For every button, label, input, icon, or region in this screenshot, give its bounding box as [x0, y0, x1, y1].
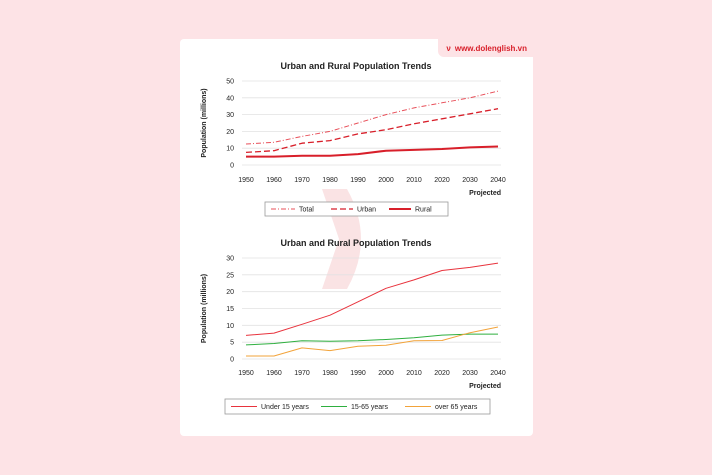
legend-label: 15-65 years	[351, 404, 388, 411]
legend-label: Rural	[415, 207, 432, 214]
chart-title: Urban and Rural Population Trends	[280, 61, 431, 71]
brand-url: www.dolenglish.vn	[454, 43, 527, 53]
x-axis-label: Projected	[469, 383, 501, 390]
chart-urban-rural: Urban and Rural Population Trends0102030…	[201, 61, 506, 217]
x-tick-label: 2030	[462, 177, 478, 184]
x-tick-label: 2010	[406, 370, 422, 377]
legend-label: Urban	[357, 207, 376, 214]
x-tick-label: 2040	[490, 370, 506, 377]
brand-mark: ν	[446, 43, 451, 53]
brand-tag[interactable]: ν www.dolenglish.vn	[438, 39, 533, 57]
legend-box	[224, 398, 491, 415]
x-tick-label: 1970	[294, 370, 310, 377]
legend-label: over 65 years	[435, 404, 478, 411]
x-tick-label: 1980	[322, 177, 338, 184]
y-tick-label: 10	[226, 323, 234, 330]
legend-label: Under 15 years	[261, 404, 309, 411]
series-line-over-65-years	[246, 326, 499, 357]
y-tick-label: 30	[226, 112, 234, 119]
y-tick-label: 30	[226, 256, 234, 263]
x-tick-label: 2010	[406, 177, 422, 184]
x-tick-label: 1960	[266, 370, 282, 377]
legend-box	[264, 201, 449, 217]
y-tick-label: 25	[226, 272, 234, 279]
y-tick-label: 40	[226, 95, 234, 102]
x-tick-label: 1980	[322, 370, 338, 377]
y-tick-label: 20	[226, 289, 234, 296]
x-tick-label: 2020	[434, 370, 450, 377]
series-line-rural	[246, 145, 499, 158]
x-tick-label: 1950	[238, 177, 254, 184]
x-tick-label: 1970	[294, 177, 310, 184]
y-tick-label: 15	[226, 306, 234, 313]
chart-title: Urban and Rural Population Trends	[280, 238, 431, 248]
y-axis-label: Population (millions)	[201, 274, 208, 343]
y-tick-label: 10	[226, 146, 234, 153]
y-tick-label: 5	[230, 340, 234, 347]
y-tick-label: 0	[230, 163, 234, 170]
x-tick-label: 1990	[350, 370, 366, 377]
x-tick-label: 2020	[434, 177, 450, 184]
x-axis-label: Projected	[469, 190, 501, 197]
y-axis-label: Population (millions)	[201, 88, 208, 157]
y-tick-label: 20	[226, 129, 234, 136]
x-tick-label: 2030	[462, 370, 478, 377]
series-line-total	[245, 90, 499, 145]
x-tick-label: 2000	[378, 370, 394, 377]
series-line-15-65-years	[245, 333, 498, 346]
x-tick-label: 2040	[490, 177, 506, 184]
chart-card: ν www.dolenglish.vn Urban and Rural Popu…	[180, 39, 533, 436]
x-tick-label: 2000	[378, 177, 394, 184]
series-line-under-15-years	[245, 262, 499, 336]
y-tick-label: 50	[226, 79, 234, 86]
series-line-urban	[245, 108, 499, 154]
chart-age-groups: Urban and Rural Population Trends 0 5 10 15 2…	[201, 238, 506, 415]
x-tick-label: 1960	[266, 177, 282, 184]
x-tick-label: 1990	[350, 177, 366, 184]
legend-label: Total	[299, 207, 314, 214]
y-tick-label: 0	[230, 357, 234, 364]
x-tick-label: 1950	[238, 370, 254, 377]
